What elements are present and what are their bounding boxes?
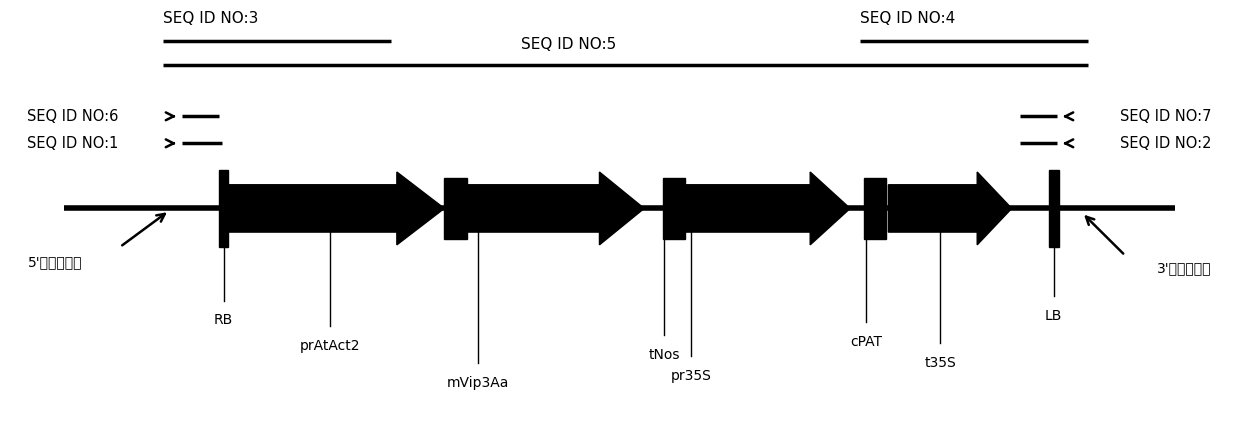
Text: LB: LB bbox=[1044, 309, 1062, 323]
Text: SEQ ID NO:4: SEQ ID NO:4 bbox=[860, 11, 955, 26]
Text: RB: RB bbox=[214, 313, 233, 327]
Polygon shape bbox=[466, 172, 644, 245]
Polygon shape bbox=[888, 172, 1012, 245]
Text: pr35S: pr35S bbox=[670, 369, 711, 383]
Text: SEQ ID NO:2: SEQ ID NO:2 bbox=[1120, 136, 1212, 151]
Text: SEQ ID NO:1: SEQ ID NO:1 bbox=[27, 136, 119, 151]
Text: 5'大豆基因组: 5'大豆基因组 bbox=[27, 255, 82, 269]
Bar bbox=[218, 170, 228, 247]
Text: tNos: tNos bbox=[648, 348, 680, 362]
Bar bbox=[1048, 170, 1058, 247]
Text: mVip3Aa: mVip3Aa bbox=[446, 375, 509, 390]
Polygon shape bbox=[228, 172, 445, 245]
Text: SEQ ID NO:3: SEQ ID NO:3 bbox=[164, 11, 259, 26]
Text: SEQ ID NO:6: SEQ ID NO:6 bbox=[27, 109, 119, 124]
Bar bbox=[445, 178, 467, 239]
Text: 3'大豆基因组: 3'大豆基因组 bbox=[1157, 261, 1212, 276]
Polygon shape bbox=[684, 172, 850, 245]
Text: t35S: t35S bbox=[924, 356, 957, 370]
Text: SEQ ID NO:7: SEQ ID NO:7 bbox=[1120, 109, 1212, 124]
Text: cPAT: cPAT bbox=[850, 335, 882, 349]
Bar bbox=[864, 178, 886, 239]
Text: SEQ ID NO:5: SEQ ID NO:5 bbox=[520, 37, 616, 52]
Bar bbox=[663, 178, 685, 239]
Text: prAtAct2: prAtAct2 bbox=[300, 339, 359, 353]
